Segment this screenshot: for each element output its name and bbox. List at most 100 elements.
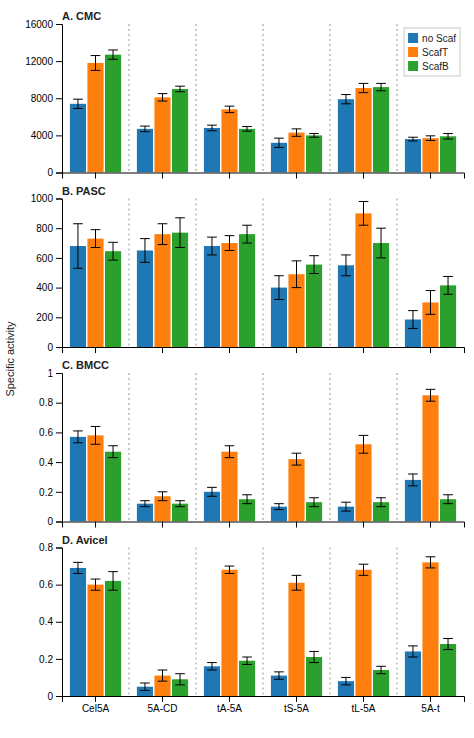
y-tick-label: 0.6 — [39, 427, 53, 438]
error-cap — [158, 101, 168, 102]
bar — [440, 136, 456, 172]
error-cap — [292, 465, 302, 466]
y-tick-label: 12000 — [25, 56, 53, 67]
y-tick-mark — [56, 373, 62, 374]
error-cap — [73, 268, 83, 269]
error-cap — [376, 673, 386, 674]
bar — [70, 437, 86, 522]
error-bar — [443, 276, 453, 294]
y-tick-mark — [56, 403, 62, 404]
error-cap — [91, 590, 101, 591]
bar — [221, 452, 237, 522]
separators — [129, 24, 397, 173]
error-bar — [207, 487, 217, 496]
x-tick — [229, 173, 230, 179]
error-stem — [448, 638, 449, 649]
y-tick-label: 0 — [47, 342, 53, 353]
error-bar — [359, 435, 369, 453]
group-separator — [129, 373, 130, 522]
error-stem — [144, 683, 145, 690]
error-bar — [376, 666, 386, 673]
error-stem — [412, 311, 413, 329]
error-cap — [274, 299, 284, 300]
error-cap — [242, 494, 252, 495]
bar — [422, 138, 438, 172]
error-stem — [144, 126, 145, 132]
y-axis: 02004006008001000 — [31, 193, 63, 353]
group-separator — [129, 548, 130, 697]
y-axis-line — [56, 199, 63, 348]
error-cap — [443, 503, 453, 504]
error-stem — [229, 446, 230, 458]
error-cap — [242, 664, 252, 665]
error-stem — [314, 498, 315, 507]
error-cap — [274, 275, 284, 276]
error-stem — [95, 426, 96, 444]
error-cap — [292, 128, 302, 129]
error-stem — [278, 504, 279, 510]
error-stem — [95, 579, 96, 590]
error-bar — [91, 426, 101, 444]
error-cap — [225, 235, 235, 236]
error-cap — [175, 500, 185, 501]
error-stem — [448, 134, 449, 140]
error-cap — [292, 453, 302, 454]
error-cap — [225, 112, 235, 113]
error-bar — [140, 501, 150, 507]
error-cap — [175, 91, 185, 92]
bar — [288, 133, 304, 173]
error-stem — [113, 572, 114, 591]
error-stem — [412, 474, 413, 486]
error-cap — [359, 83, 369, 84]
y-tick: 200 — [36, 312, 62, 323]
bar — [221, 570, 237, 696]
y-tick-label: 4000 — [31, 130, 54, 141]
group-separator — [263, 373, 264, 522]
y-tick: 0.8 — [39, 542, 62, 553]
error-cap — [108, 590, 118, 591]
error-cap — [207, 496, 217, 497]
y-tick-label: 800 — [36, 223, 53, 234]
error-cap — [443, 638, 453, 639]
legend-item: ScafB — [408, 61, 449, 72]
y-tick-mark — [56, 696, 62, 697]
y-tick: 8000 — [31, 93, 62, 104]
error-stem — [247, 225, 248, 243]
y-tick-label: 0 — [47, 167, 53, 178]
y-tick-mark — [56, 432, 62, 433]
error-cap — [309, 506, 319, 507]
error-bar — [309, 134, 319, 138]
error-bar — [108, 572, 118, 591]
bar — [355, 88, 371, 172]
error-stem — [278, 672, 279, 679]
error-cap — [443, 649, 453, 650]
error-cap — [426, 314, 436, 315]
error-bar — [341, 255, 351, 276]
x-axis: Cel5A5A-CDtA-5AtS-5AtL-5A5A-t — [63, 696, 465, 714]
error-cap — [108, 445, 118, 446]
bar — [87, 239, 103, 347]
bar — [172, 233, 188, 347]
x-tick — [363, 347, 364, 353]
y-tick-mark — [56, 317, 62, 318]
error-cap — [341, 511, 351, 512]
error-bar — [91, 56, 101, 71]
bar — [405, 480, 421, 522]
error-bar — [426, 291, 436, 315]
bar — [154, 234, 170, 347]
x-tick — [296, 173, 297, 179]
marks — [70, 389, 456, 521]
bar — [204, 492, 220, 522]
error-bar — [158, 94, 168, 101]
x-tick-label: 5A-CD — [147, 703, 177, 714]
error-stem — [162, 224, 163, 245]
y-tick-label: 200 — [36, 312, 53, 323]
error-bar — [376, 498, 386, 507]
error-stem — [162, 94, 163, 101]
error-cap — [359, 575, 369, 576]
bar — [306, 135, 322, 172]
error-cap — [359, 435, 369, 436]
y-tick-label: 0.8 — [39, 397, 53, 408]
series — [105, 218, 456, 347]
marks — [70, 557, 456, 696]
